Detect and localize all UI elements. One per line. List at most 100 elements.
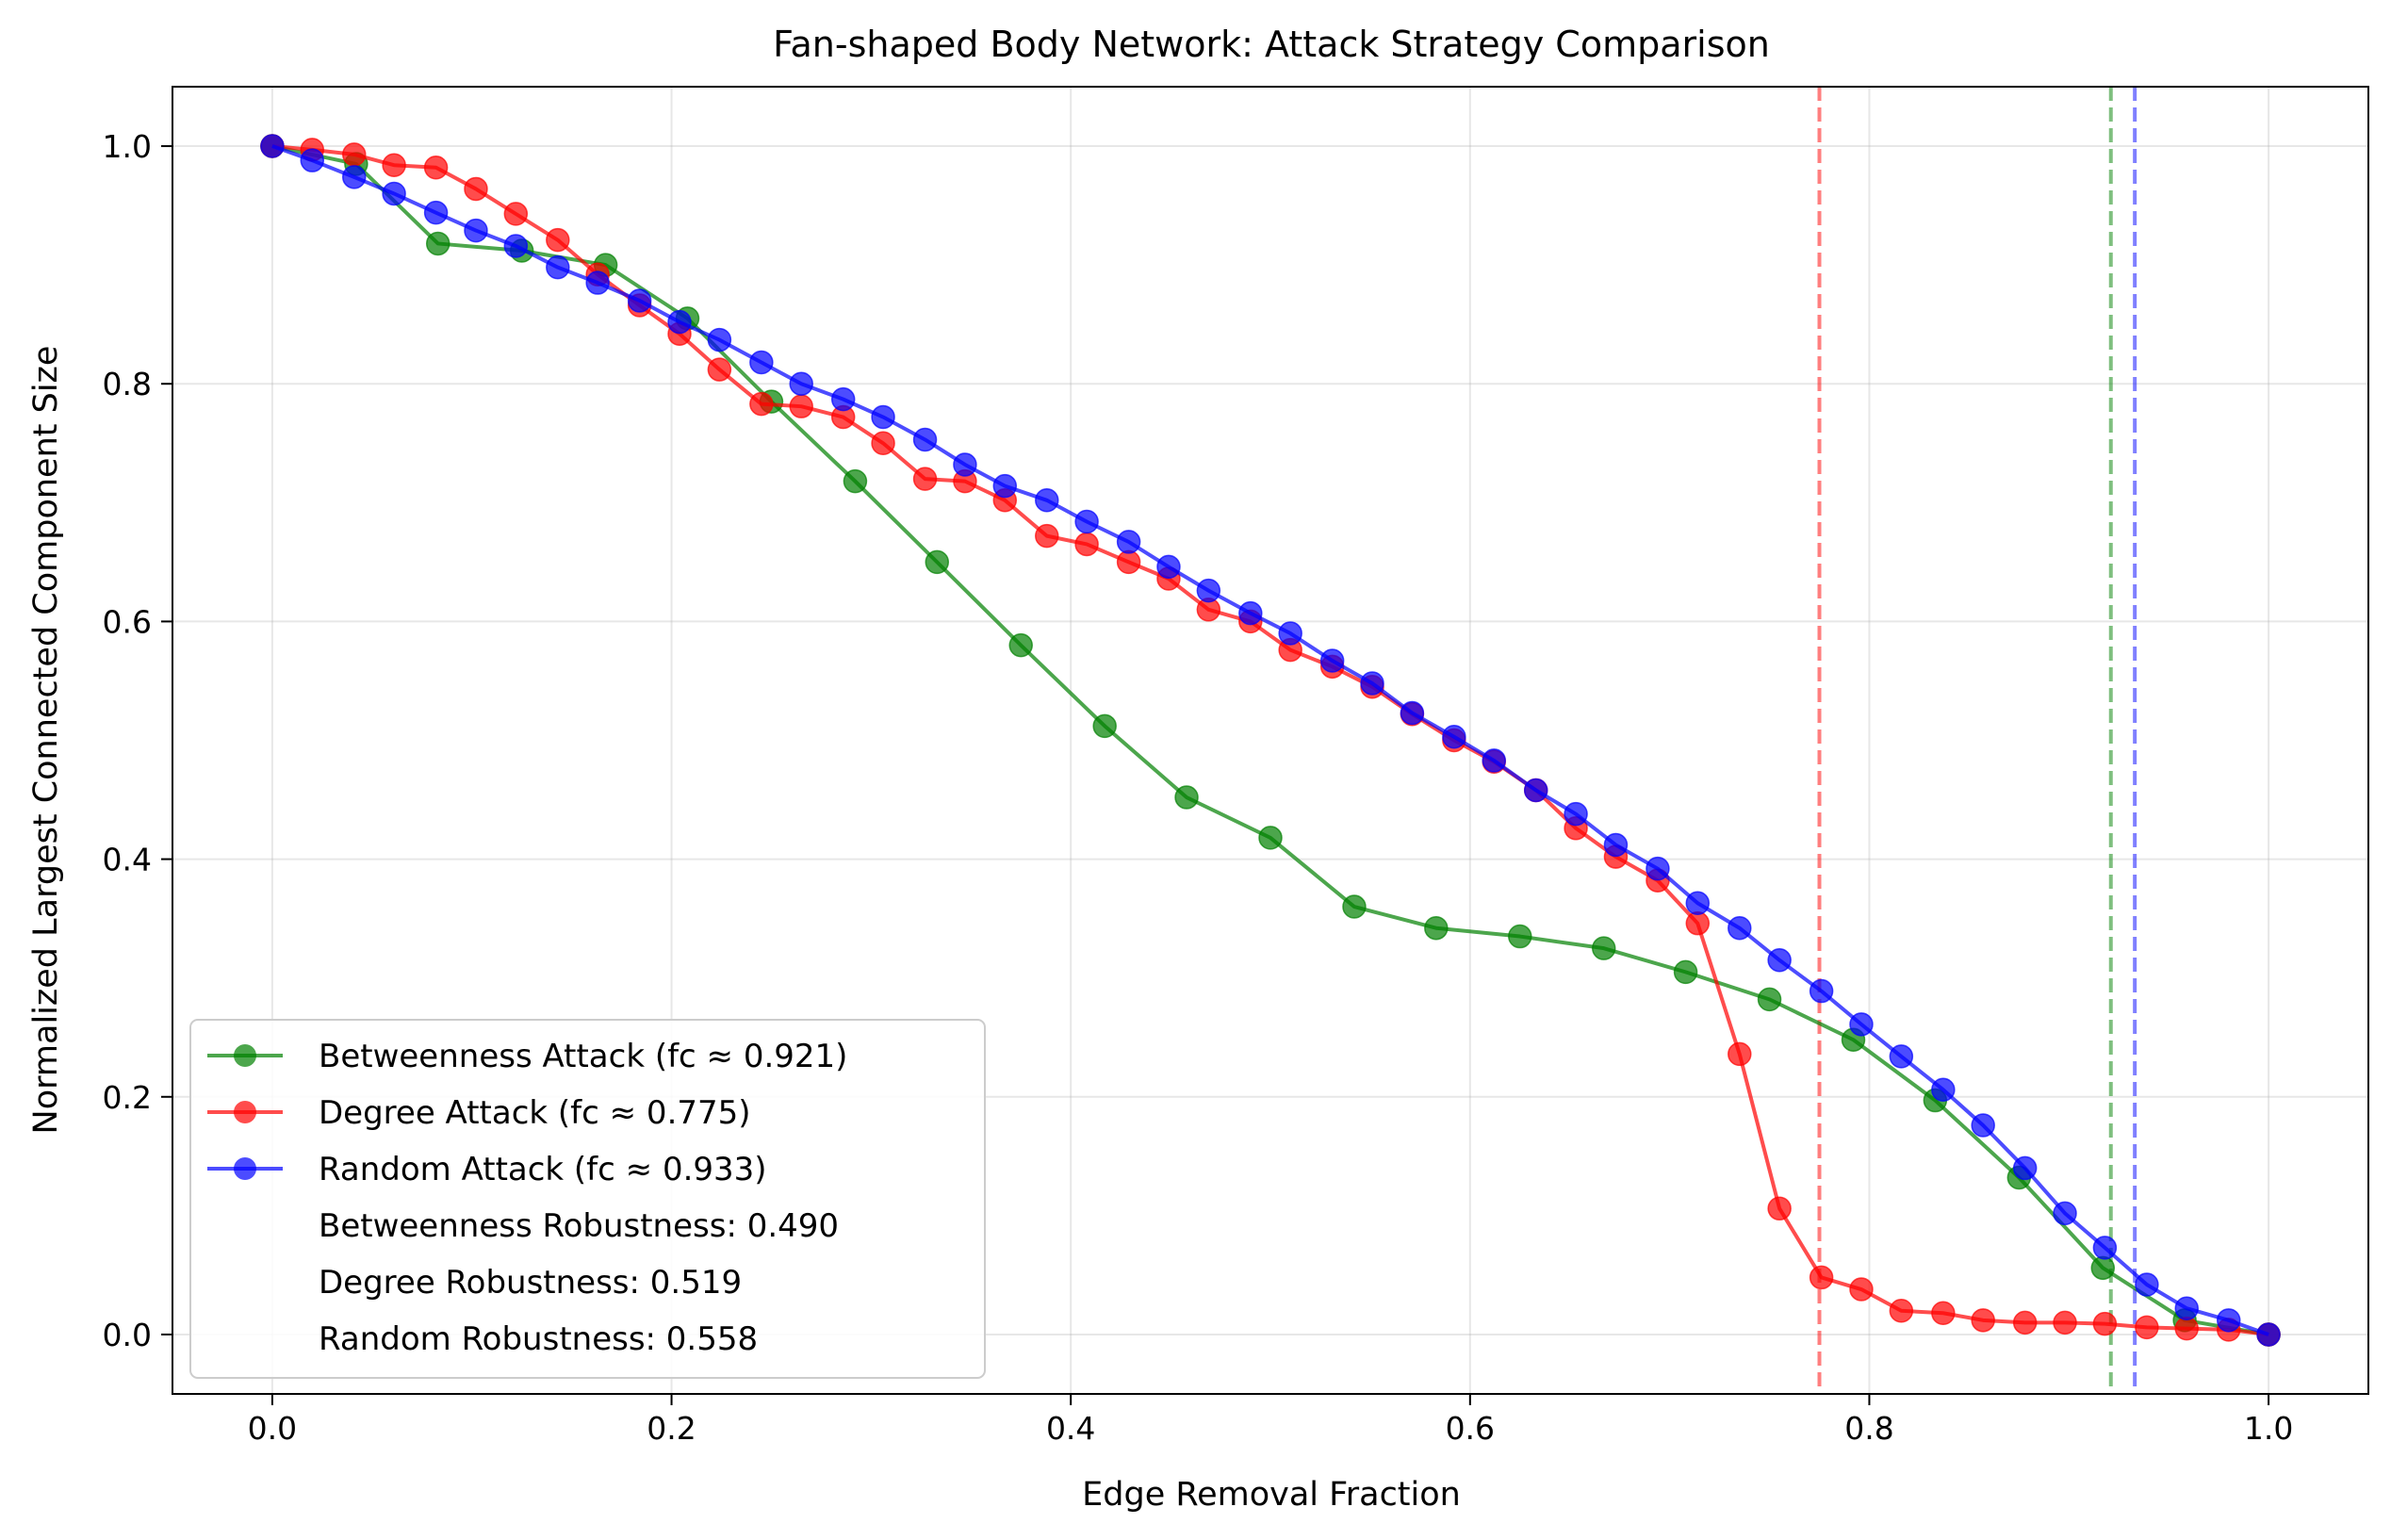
data-point (627, 288, 652, 313)
axis-ticks: 0.0 0.2 0.4 0.6 0.8 1.0 0.0 0.2 0.4 0.6 0.8 1.0 (103, 128, 2294, 1447)
data-point (342, 165, 367, 189)
data-point (1757, 987, 1782, 1012)
data-point (749, 350, 774, 375)
data-point (1508, 924, 1532, 949)
data-point (707, 327, 732, 352)
data-point (464, 218, 488, 243)
threshold-lines (1817, 87, 2137, 1394)
x-tick-label: 0.0 (248, 1410, 297, 1447)
data-point (2092, 1236, 2118, 1260)
data-point (1035, 488, 1059, 513)
data-point (1849, 1012, 1874, 1037)
data-point (1116, 549, 1141, 575)
y-tick-label: 0.2 (103, 1079, 152, 1116)
y-tick-label: 0.0 (103, 1317, 152, 1353)
data-point (342, 142, 367, 167)
data-point (1889, 1298, 1914, 1323)
data-point (1809, 978, 1834, 1004)
data-point (953, 452, 977, 477)
data-point (1196, 578, 1221, 603)
data-point (1646, 856, 1670, 881)
data-point (2012, 1310, 2038, 1335)
data-point (2174, 1316, 2199, 1341)
data-point (707, 357, 732, 382)
data-point (2174, 1296, 2199, 1320)
legend-text: Degree Robustness: 0.519 (319, 1264, 742, 1302)
data-point (1482, 748, 1506, 773)
data-point (1767, 1196, 1792, 1221)
data-point (300, 148, 325, 172)
x-tick-label: 0.8 (1844, 1410, 1893, 1447)
data-point (1685, 891, 1711, 915)
data-point (830, 386, 856, 412)
y-axis-label: Normalized Largest Connected Component S… (27, 346, 65, 1135)
x-tick-label: 0.6 (1446, 1410, 1495, 1447)
data-point (382, 153, 406, 177)
data-point (382, 181, 406, 206)
data-point (2090, 1255, 2116, 1281)
data-point (464, 176, 488, 202)
data-point (1424, 915, 1449, 941)
legend-marker (234, 1101, 256, 1123)
data-point (2216, 1308, 2241, 1333)
y-tick-label: 0.4 (103, 842, 152, 878)
data-point (423, 155, 449, 180)
data-point (843, 468, 868, 494)
chart-title: Fan-shaped Body Network: Attack Strategy… (773, 24, 1770, 65)
data-point (1342, 894, 1367, 919)
data-point (546, 254, 570, 280)
legend-marker (234, 1044, 256, 1067)
data-point (1809, 1265, 1834, 1290)
data-point (1258, 826, 1283, 850)
y-tick-label: 0.8 (103, 366, 152, 402)
legend-label: Random Attack (fc ≈ 0.933) (319, 1151, 767, 1188)
data-point (503, 234, 529, 258)
data-point (1889, 1044, 1914, 1069)
legend-label: Betweenness Attack (fc ≈ 0.921) (319, 1038, 847, 1075)
legend-box (189, 1019, 986, 1379)
data-point (1074, 509, 1099, 534)
data-point (423, 200, 449, 225)
data-point (1360, 671, 1384, 696)
data-point (1008, 632, 1033, 658)
data-point (1728, 915, 1752, 941)
data-point (1931, 1301, 1956, 1326)
plot-frame (172, 86, 2369, 1395)
data-point (667, 309, 692, 335)
data-point (871, 431, 895, 456)
x-tick-label: 0.4 (1046, 1410, 1095, 1447)
data-point (425, 231, 450, 256)
legend-label: Degree Attack (fc ≈ 0.775) (319, 1094, 751, 1132)
data-point (1116, 530, 1141, 554)
series-2 (260, 134, 2281, 1347)
data-point (1523, 778, 1548, 803)
data-point (503, 202, 529, 226)
data-point (1673, 959, 1698, 985)
series-lines (260, 134, 2281, 1347)
data-point (1971, 1113, 1995, 1138)
data-point (789, 371, 813, 396)
data-point (1442, 724, 1466, 749)
data-point (2092, 1311, 2118, 1336)
data-point (1092, 713, 1117, 739)
data-point (925, 549, 950, 575)
data-point (1849, 1277, 1874, 1302)
legend-text: Random Robustness: 0.558 (319, 1320, 758, 1358)
data-point (2053, 1201, 2077, 1226)
data-point (871, 404, 895, 430)
data-point (1156, 554, 1181, 580)
data-point (912, 427, 938, 452)
y-tick-label: 0.6 (103, 603, 152, 640)
data-point (585, 270, 610, 295)
data-point (789, 394, 813, 418)
data-point (1971, 1308, 1995, 1333)
data-point (1767, 948, 1792, 973)
data-point (2135, 1315, 2159, 1340)
legend-text: Betweenness Robustness: 0.490 (319, 1207, 839, 1245)
y-tick-label: 1.0 (103, 128, 152, 165)
data-point (1931, 1077, 1956, 1102)
data-point (1238, 600, 1263, 626)
data-point (1074, 532, 1099, 557)
data-point (1564, 801, 1588, 827)
